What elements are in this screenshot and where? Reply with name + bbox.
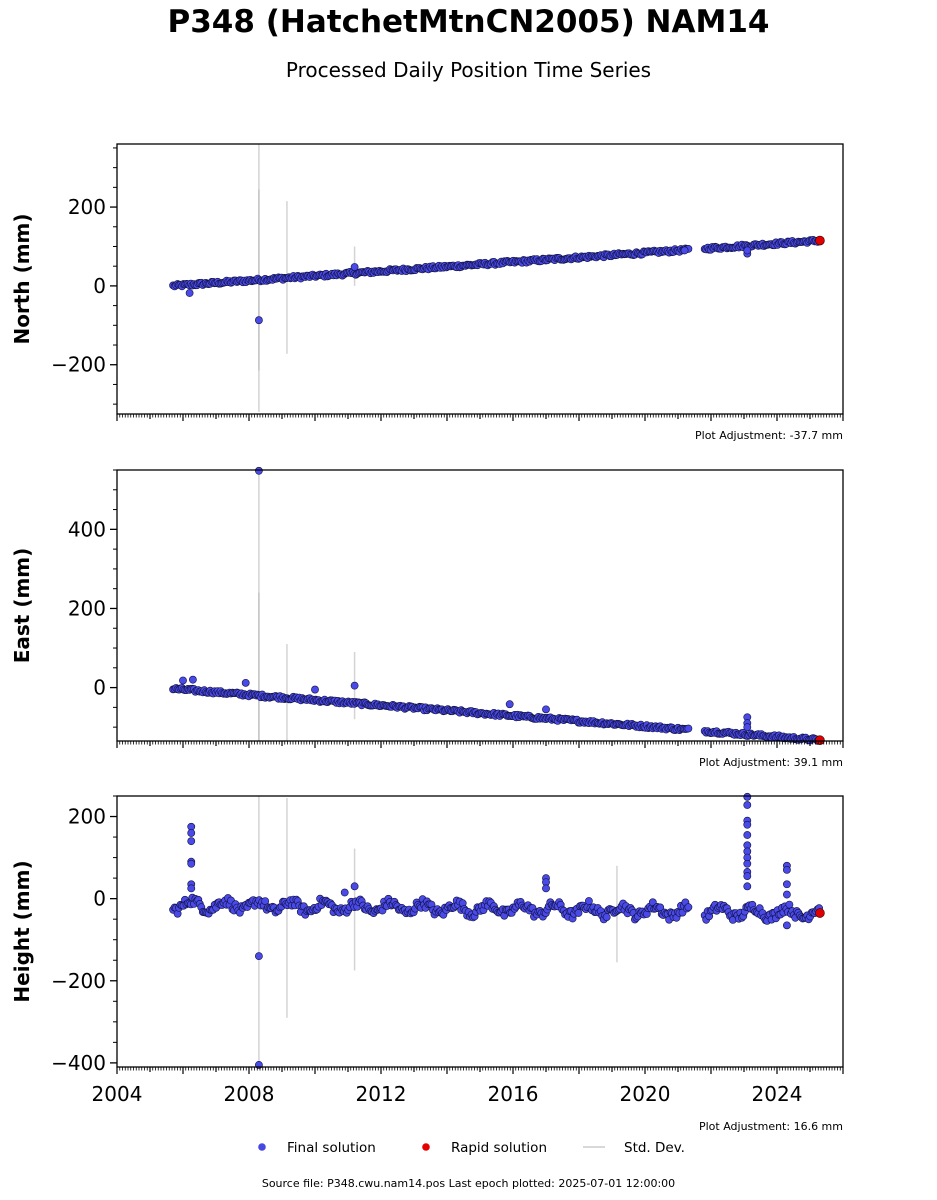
panels: −200 0 200 North (mm) Plot Adjustment: -37.7… [10,143,844,1133]
final-solution-point [254,316,263,325]
final-solution-series [169,792,823,1069]
legend-label: Rapid solution [451,1140,547,1156]
y-tick-label: 0 [93,274,106,298]
plot-adjustment-note: Plot Adjustment: 16.6 mm [699,1120,843,1133]
final-solution-point [783,866,791,874]
y-tick-label: 200 [68,596,106,620]
x-tick-label: 2004 [92,1082,143,1106]
final-solution-point [311,685,319,694]
final-solution-point [185,289,194,297]
final-solution-point [350,681,359,690]
x-tick-label: 2016 [488,1082,539,1106]
rapid-solution-point [815,735,825,746]
y-tick-label: 200 [68,195,106,219]
y-tick-label: −400 [51,1051,106,1075]
final-solution-point [783,880,791,889]
source-footer: Source file: P348.cwu.nam14.pos Last epo… [261,1177,676,1190]
legend-label: Std. Dev. [624,1140,685,1156]
final-solution-point [188,675,197,684]
final-solution-point [743,723,752,732]
plot-adjustment-note: Plot Adjustment: -37.7 mm [695,429,843,442]
final-solution-point [783,921,791,930]
panel-east: 0 200 400 East (mm) Plot Adjustment: 39.1 mm [10,466,844,769]
final-solution-series [169,466,823,745]
final-solution-point [542,884,550,893]
final-solution-point [350,882,359,891]
final-solution-point [187,829,196,837]
final-solution-point [743,859,752,868]
rapid-solution-point [815,908,825,918]
final-solution-point [602,913,611,921]
rapid-solution-point [815,235,825,246]
x-tick-label: 2020 [620,1082,671,1106]
x-tick-label: 2012 [356,1082,407,1106]
final-solution-point [785,900,794,909]
chart-subtitle: Processed Daily Position Time Series [285,58,652,82]
y-tick-label: 0 [93,676,106,700]
plot-adjustment-note: Plot Adjustment: 39.1 mm [699,756,843,769]
final-solution-point [187,859,196,868]
final-solution-point [743,882,752,891]
final-solution-point [585,897,593,905]
final-solution-point [743,872,752,880]
y-tick-label: 400 [68,517,106,541]
final-solution-point [783,890,791,899]
panel-north: −200 0 200 North (mm) Plot Adjustment: -37.7… [10,143,844,442]
legend-label: Final solution [287,1140,376,1156]
y-axis-label: East (mm) [10,548,34,664]
axes-frame [116,469,844,742]
final-solution-point [684,903,693,912]
x-tick-label: 2024 [752,1082,803,1106]
legend-rapid-marker [422,1143,430,1151]
final-solution-point [241,678,250,687]
final-solution-point [684,724,693,733]
final-solution-point [743,801,752,809]
final-solution-point [505,700,514,709]
final-solution-point [187,837,196,846]
panel-height: −400 −200 0 200 2004 2008 2012 2016 2020 2024 Heig… [10,792,844,1133]
legend-final-marker [258,1143,266,1151]
final-solution-point [350,263,359,271]
final-solution-point [743,246,752,255]
final-solution-point [254,466,263,475]
axes-frame [116,795,844,1068]
x-tick-label: 2008 [224,1082,275,1106]
final-solution-point [340,888,349,897]
final-solution-point [680,246,689,255]
final-solution-point [542,705,550,714]
final-solution-point [743,831,752,839]
chart-title: P348 (HatchetMtnCN2005) NAM14 [167,4,770,40]
final-solution-series [169,235,823,325]
final-solution-point [574,909,583,917]
final-solution-point [743,820,752,829]
y-tick-label: −200 [51,969,106,993]
y-tick-label: 0 [93,887,106,911]
y-axis-label: Height (mm) [10,860,34,1002]
y-tick-label: 200 [68,805,106,829]
legend: Final solution Rapid solution Std. Dev. [258,1140,685,1156]
final-solution-point [179,676,187,685]
final-solution-point [743,792,752,801]
y-axis-label: North (mm) [10,213,34,344]
y-tick-label: −200 [51,353,106,377]
final-solution-point [254,952,263,961]
final-solution-point [187,884,196,893]
